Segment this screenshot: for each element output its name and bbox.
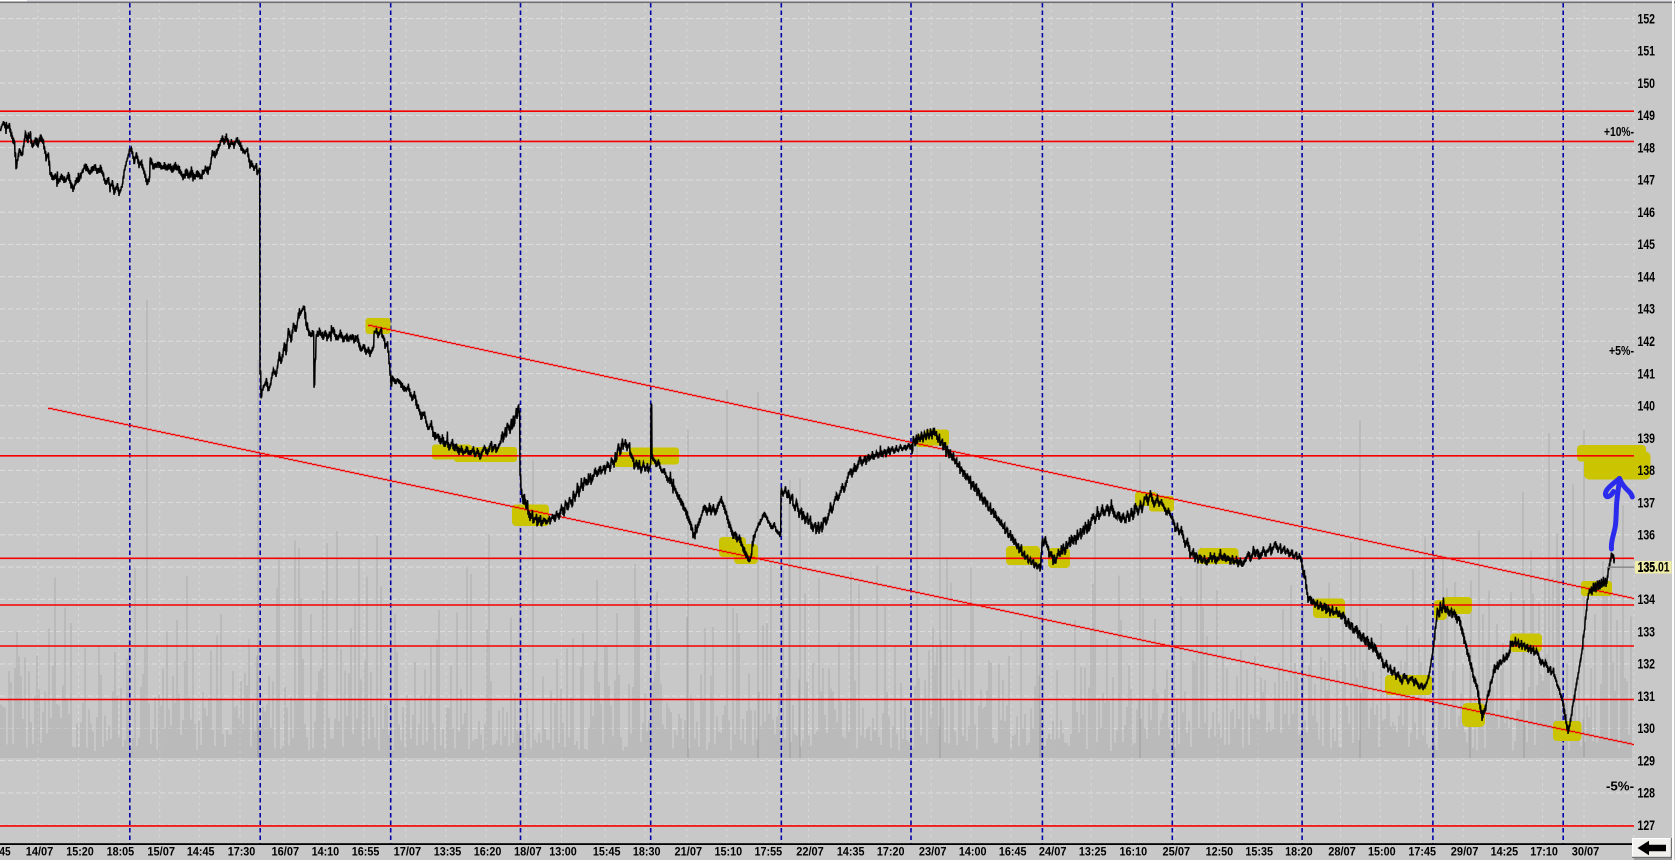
svg-text:-5%-: -5%- [1606, 779, 1634, 794]
svg-text:15:10: 15:10 [715, 847, 743, 859]
svg-text:133: 133 [1638, 623, 1656, 639]
svg-text:24/07: 24/07 [1039, 847, 1067, 859]
svg-text:132: 132 [1638, 656, 1656, 672]
svg-text:145: 145 [1638, 236, 1656, 252]
svg-text:17:45: 17:45 [1408, 847, 1436, 859]
svg-text:15:00: 15:00 [1368, 847, 1396, 859]
svg-text:137: 137 [1638, 494, 1656, 510]
svg-text:29/07: 29/07 [1451, 847, 1479, 859]
svg-text:14/07: 14/07 [26, 847, 54, 859]
svg-text:22/07: 22/07 [796, 847, 824, 859]
svg-text:135: 135 [1638, 559, 1656, 575]
svg-text:142: 142 [1638, 333, 1656, 349]
svg-text:16:55: 16:55 [352, 847, 380, 859]
svg-text:17:30: 17:30 [228, 847, 256, 859]
svg-text:12:50: 12:50 [1206, 847, 1234, 859]
svg-text:17:10: 17:10 [1530, 847, 1558, 859]
svg-text:139: 139 [1638, 430, 1656, 446]
svg-text:18:20: 18:20 [1285, 847, 1313, 859]
svg-text:152: 152 [1638, 10, 1656, 26]
svg-text:15:20: 15:20 [66, 847, 94, 859]
svg-text:135.01: 135.01 [1638, 559, 1670, 575]
svg-text:17:20: 17:20 [877, 847, 905, 859]
svg-text:30/07: 30/07 [1572, 847, 1600, 859]
svg-text:16:20: 16:20 [474, 847, 502, 859]
svg-text:23/07: 23/07 [919, 847, 947, 859]
svg-text:17:55: 17:55 [755, 847, 783, 859]
svg-text:14:35: 14:35 [837, 847, 865, 859]
svg-text:18/07: 18/07 [514, 847, 542, 859]
svg-text:13:35: 13:35 [434, 847, 462, 859]
svg-text:15:45: 15:45 [593, 847, 621, 859]
svg-text:+5%-: +5%- [1609, 343, 1634, 358]
svg-text:18:05: 18:05 [107, 847, 135, 859]
svg-text:151: 151 [1638, 43, 1656, 59]
svg-text:25/07: 25/07 [1163, 847, 1191, 859]
svg-text:17/07: 17/07 [394, 847, 422, 859]
svg-text:148: 148 [1638, 139, 1656, 155]
svg-text:28/07: 28/07 [1328, 847, 1356, 859]
svg-text:150: 150 [1638, 75, 1656, 91]
svg-text:128: 128 [1638, 785, 1656, 801]
svg-text:144: 144 [1638, 269, 1656, 285]
svg-text:13:00: 13:00 [549, 847, 577, 859]
svg-text:14:00: 14:00 [959, 847, 987, 859]
svg-text:21/07: 21/07 [675, 847, 703, 859]
svg-text:14:10: 14:10 [312, 847, 340, 859]
svg-text:143: 143 [1638, 301, 1656, 317]
svg-text:127: 127 [1638, 817, 1656, 833]
svg-text:45: 45 [0, 847, 11, 859]
svg-text:14:25: 14:25 [1491, 847, 1519, 859]
svg-text:138: 138 [1638, 462, 1656, 478]
svg-text:131: 131 [1638, 688, 1656, 704]
svg-text:130: 130 [1638, 720, 1656, 736]
svg-text:149: 149 [1638, 107, 1656, 123]
svg-text:18:30: 18:30 [633, 847, 661, 859]
svg-text:16:10: 16:10 [1120, 847, 1148, 859]
svg-text:129: 129 [1638, 752, 1656, 768]
svg-text:15:35: 15:35 [1245, 847, 1273, 859]
svg-text:141: 141 [1638, 365, 1656, 381]
svg-text:147: 147 [1638, 172, 1656, 188]
svg-text:15/07: 15/07 [147, 847, 175, 859]
svg-text:14:45: 14:45 [187, 847, 215, 859]
svg-text:13:25: 13:25 [1079, 847, 1107, 859]
svg-text:+10%-: +10%- [1604, 124, 1634, 139]
svg-text:136: 136 [1638, 527, 1656, 543]
svg-text:146: 146 [1638, 204, 1656, 220]
svg-text:134: 134 [1638, 591, 1656, 607]
svg-text:16/07: 16/07 [272, 847, 300, 859]
svg-text:16:45: 16:45 [999, 847, 1027, 859]
svg-text:140: 140 [1638, 398, 1656, 414]
